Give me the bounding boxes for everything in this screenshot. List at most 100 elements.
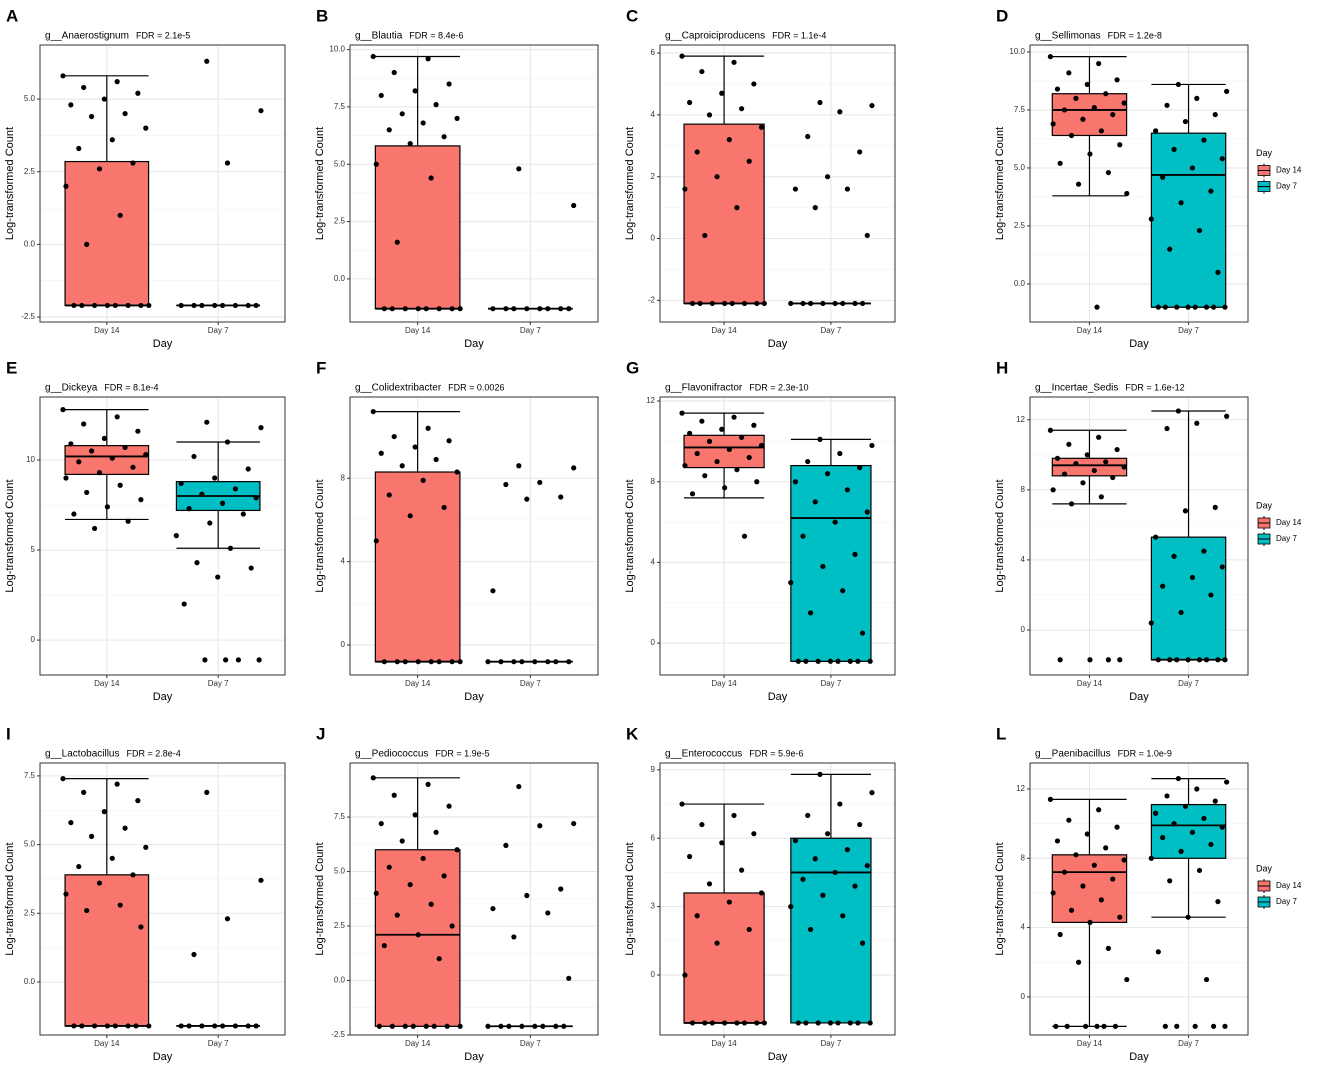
x-axis-label: Day — [768, 338, 788, 350]
point — [820, 300, 826, 307]
point — [697, 300, 703, 307]
point — [1203, 657, 1210, 663]
y-tick-label: 8 — [1021, 485, 1026, 494]
point — [186, 1023, 192, 1029]
point — [457, 659, 463, 665]
panel-letter: D — [996, 6, 1008, 25]
point — [248, 565, 254, 571]
point — [84, 241, 90, 247]
x-axis-label: Day — [153, 338, 173, 350]
y-axis-label: Log-transformed Count — [4, 842, 16, 955]
point — [864, 862, 870, 869]
point — [1103, 91, 1109, 97]
point — [1068, 501, 1075, 507]
y-tick-label: 10.0 — [329, 45, 345, 54]
point — [235, 657, 242, 663]
point — [204, 58, 210, 64]
point — [1075, 959, 1082, 965]
point — [199, 491, 205, 497]
point — [754, 479, 760, 485]
panel-letter: H — [996, 358, 1008, 377]
point — [112, 1023, 118, 1029]
point — [1080, 480, 1086, 486]
point — [1167, 657, 1173, 663]
point — [807, 300, 814, 307]
point — [503, 306, 509, 312]
point — [503, 842, 509, 848]
point — [1112, 1023, 1119, 1029]
point — [1155, 657, 1161, 663]
point — [202, 657, 208, 663]
point — [1121, 857, 1127, 863]
point — [519, 1023, 525, 1029]
panel-title: g__Dickeya — [45, 383, 98, 394]
point — [824, 471, 831, 477]
y-tick-label: -2.5 — [21, 312, 35, 321]
panel-title: g__Sellimonas — [1035, 31, 1101, 42]
point — [1203, 304, 1210, 310]
point — [1061, 471, 1068, 477]
x-tick-label: Day 14 — [1077, 326, 1103, 335]
point — [1091, 862, 1097, 868]
point — [792, 837, 799, 844]
point — [524, 306, 530, 312]
point — [1096, 60, 1102, 67]
point — [837, 801, 843, 807]
point — [402, 659, 408, 665]
point — [138, 924, 144, 930]
point — [832, 519, 838, 525]
point — [1073, 460, 1079, 467]
point — [1087, 151, 1093, 157]
y-tick-label: 10.0 — [1009, 47, 1025, 56]
point — [1148, 620, 1154, 626]
point — [1160, 174, 1166, 180]
point — [1110, 876, 1116, 882]
point — [436, 306, 442, 312]
point — [1222, 1023, 1228, 1029]
panel-letter: B — [316, 6, 328, 25]
point — [699, 418, 705, 424]
point — [800, 300, 806, 307]
point — [428, 659, 434, 665]
point — [1057, 657, 1063, 663]
point — [1061, 869, 1068, 875]
point — [104, 504, 110, 510]
x-tick-label: Day 14 — [711, 1039, 737, 1048]
point — [1080, 116, 1086, 122]
point — [96, 880, 103, 886]
point — [795, 1020, 801, 1026]
point — [109, 455, 115, 461]
y-tick-label: 0.0 — [334, 976, 346, 985]
y-tick-label: 0 — [651, 234, 656, 243]
point — [1087, 657, 1093, 663]
point — [709, 300, 715, 307]
y-tick-label: 5.0 — [1014, 163, 1026, 172]
x-axis-label: Day — [1129, 691, 1149, 703]
point — [91, 525, 98, 532]
y-tick-label: 0 — [1021, 625, 1026, 634]
point — [679, 53, 685, 59]
point — [516, 166, 522, 172]
panel-border — [39, 44, 286, 323]
point — [1117, 657, 1123, 663]
point — [394, 239, 400, 245]
y-tick-label: 4 — [651, 110, 656, 119]
point — [91, 1023, 98, 1029]
point — [381, 306, 387, 312]
point — [524, 892, 530, 899]
point — [859, 630, 866, 636]
point — [1174, 304, 1180, 310]
point — [253, 1023, 259, 1029]
point — [800, 876, 806, 882]
box — [1051, 854, 1128, 923]
x-tick-label: Day 14 — [711, 679, 737, 688]
point — [178, 302, 184, 309]
point — [1124, 190, 1130, 197]
point — [1050, 890, 1056, 896]
point — [191, 453, 197, 460]
point — [114, 414, 120, 420]
x-axis-label: Day — [464, 691, 484, 703]
point — [138, 302, 144, 309]
point — [245, 302, 251, 309]
